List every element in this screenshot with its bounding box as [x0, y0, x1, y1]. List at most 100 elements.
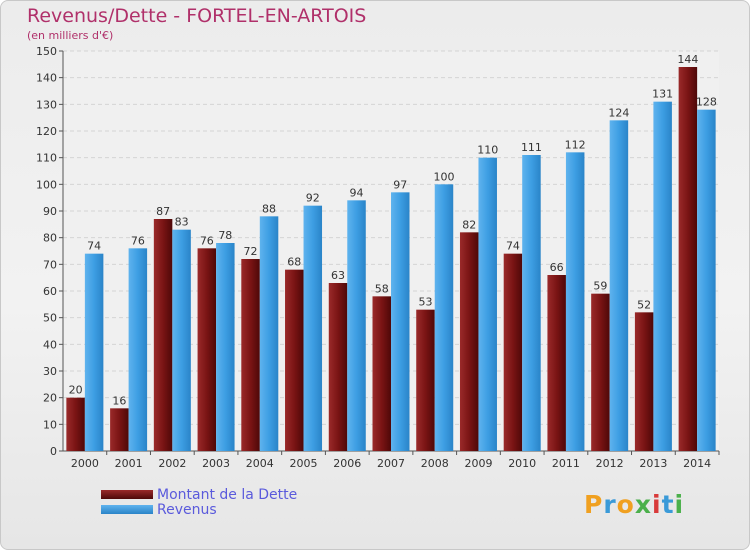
bar-revenue [565, 152, 585, 452]
data-label-debt: 63 [331, 269, 345, 282]
bar-revenue [609, 120, 629, 451]
data-label-revenue: 88 [262, 202, 276, 215]
bar-debt [197, 248, 217, 451]
proxiti-logo: Proxiti [584, 490, 684, 519]
bar-debt [416, 309, 435, 451]
bar-debt [241, 259, 260, 451]
x-tick-label: 2010 [508, 457, 536, 470]
bar-debt [591, 293, 610, 451]
data-label-revenue: 110 [477, 144, 498, 157]
y-tick-label: 140 [36, 72, 57, 85]
data-label-debt: 72 [244, 245, 258, 258]
bar-debt [372, 296, 391, 451]
legend-label-debt: Montant de la Dette [157, 486, 298, 503]
legend-swatch-revenue [101, 505, 153, 514]
data-label-revenue: 92 [306, 192, 320, 205]
bar-debt [328, 283, 348, 451]
bar-revenue [434, 184, 454, 452]
data-label-revenue: 74 [87, 240, 101, 253]
y-tick-label: 10 [43, 418, 57, 431]
bar-revenue [347, 200, 366, 451]
legend-item-debt: Montant de la Dette [101, 486, 298, 503]
data-label-debt: 53 [418, 296, 432, 309]
logo-letter: x [634, 490, 652, 519]
y-tick-label: 120 [36, 125, 57, 138]
y-tick-label: 20 [43, 392, 57, 405]
chart-title: Revenus/Dette - FORTEL-EN-ARTOIS [27, 5, 367, 27]
data-label-debt: 58 [375, 282, 389, 295]
data-label-revenue: 97 [393, 178, 407, 191]
data-label-revenue: 124 [608, 106, 629, 119]
bar-debt [503, 253, 523, 451]
bar-revenue [216, 243, 235, 451]
bar-revenue [391, 192, 410, 452]
legend-swatch-debt [101, 490, 153, 499]
x-tick-label: 2009 [464, 457, 492, 470]
chart-subtitle: (en milliers d'€) [27, 29, 114, 42]
bar-revenue [172, 229, 191, 451]
data-label-debt: 76 [200, 234, 214, 247]
y-tick-label: 0 [50, 445, 57, 458]
data-label-revenue: 131 [652, 88, 673, 101]
data-label-revenue: 100 [433, 170, 454, 183]
x-tick-label: 2001 [115, 457, 143, 470]
x-tick-label: 2007 [377, 457, 405, 470]
bar-debt [285, 269, 304, 451]
bar-debt [153, 219, 173, 451]
x-tick-label: 2014 [683, 457, 711, 470]
x-tick-label: 2000 [71, 457, 99, 470]
logo-letter: i [652, 490, 662, 519]
logo-letter: i [674, 490, 685, 519]
y-tick-label: 60 [43, 285, 57, 298]
bar-debt [547, 275, 566, 451]
y-tick-label: 40 [43, 338, 57, 351]
data-label-revenue: 128 [696, 96, 717, 109]
data-label-revenue: 111 [521, 141, 542, 154]
data-label-debt: 68 [287, 256, 301, 269]
y-tick-label: 110 [36, 152, 57, 165]
bar-debt [678, 67, 698, 451]
data-label-revenue: 112 [565, 138, 586, 151]
data-label-revenue: 94 [350, 186, 364, 199]
data-label-revenue: 76 [131, 234, 145, 247]
legend-label-revenue: Revenus [157, 501, 217, 518]
data-label-debt: 87 [156, 205, 170, 218]
bar-revenue [84, 253, 104, 451]
data-label-debt: 16 [112, 394, 126, 407]
y-tick-label: 130 [36, 98, 57, 111]
logo-letter: o [616, 490, 635, 519]
y-tick-label: 150 [36, 45, 57, 58]
y-tick-label: 70 [43, 258, 57, 271]
legend-item-revenue: Revenus [101, 501, 297, 518]
data-label-debt: 52 [637, 298, 651, 311]
data-label-debt: 144 [677, 53, 698, 66]
bar-revenue [697, 109, 716, 452]
x-tick-label: 2006 [333, 457, 361, 470]
data-label-debt: 74 [506, 240, 520, 253]
y-tick-label: 50 [43, 312, 57, 325]
logo-letter: r [603, 490, 617, 519]
x-tick-label: 2013 [639, 457, 667, 470]
x-tick-label: 2011 [552, 457, 580, 470]
x-tick-label: 2002 [158, 457, 186, 470]
x-tick-label: 2004 [246, 457, 274, 470]
y-tick-label: 30 [43, 365, 57, 378]
bar-debt [110, 408, 129, 451]
x-tick-label: 2012 [596, 457, 624, 470]
data-label-debt: 82 [462, 218, 476, 231]
bar-revenue [522, 155, 541, 451]
data-label-debt: 20 [69, 384, 83, 397]
x-tick-label: 2003 [202, 457, 230, 470]
bar-debt [66, 397, 85, 451]
data-label-revenue: 78 [218, 229, 232, 242]
bar-revenue [259, 216, 279, 451]
data-label-debt: 66 [550, 261, 564, 274]
y-tick-label: 100 [36, 178, 57, 191]
logo-letter: P [584, 490, 604, 519]
bar-debt [634, 312, 654, 451]
bar-revenue [128, 248, 148, 451]
data-label-revenue: 83 [175, 216, 189, 229]
x-tick-label: 2005 [290, 457, 318, 470]
